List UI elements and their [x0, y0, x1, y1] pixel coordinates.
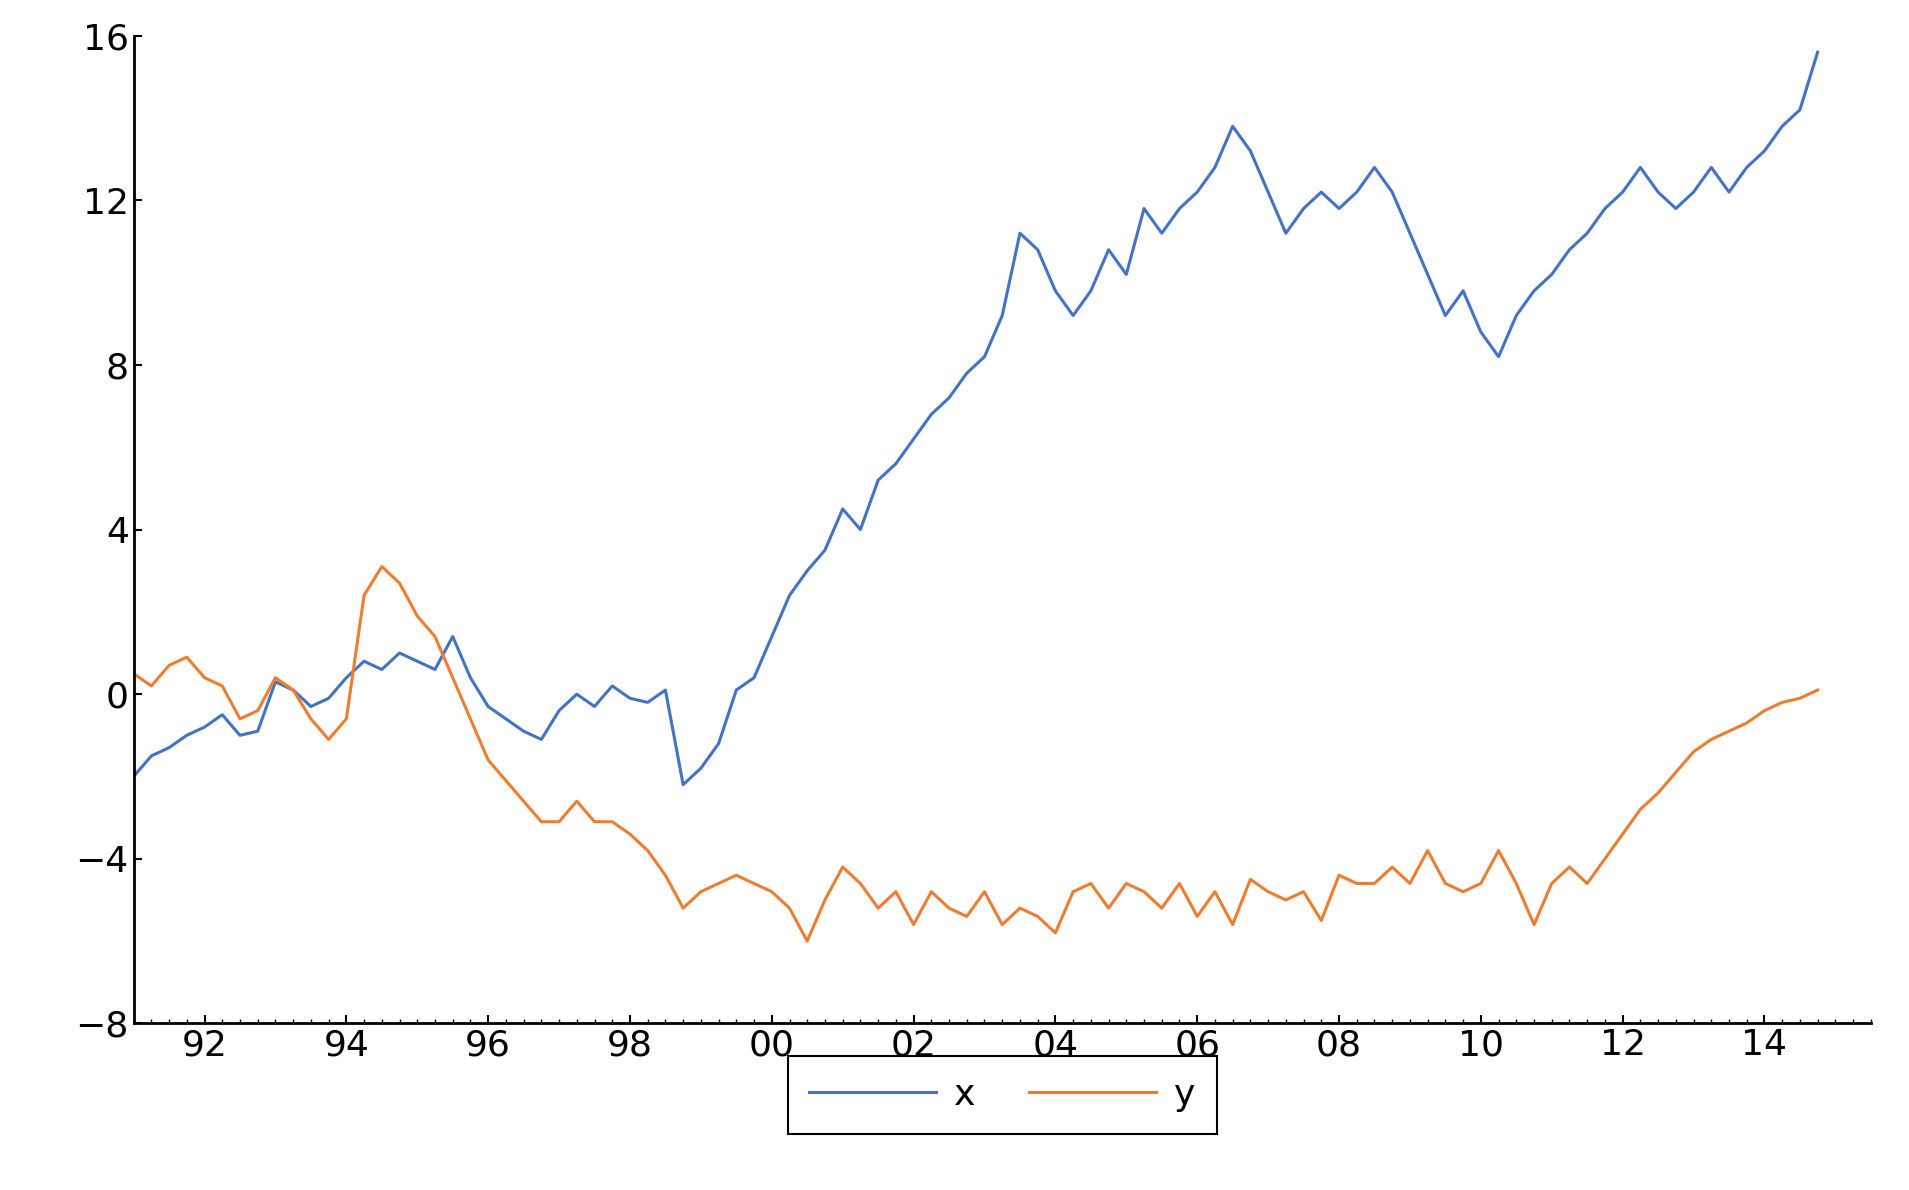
y [884, 884, 907, 898]
Line: x: x [134, 52, 1817, 784]
x [1044, 283, 1067, 298]
y [1699, 732, 1722, 746]
x [991, 308, 1014, 322]
x [601, 678, 624, 693]
x [672, 777, 695, 791]
y [619, 827, 641, 841]
x [1806, 45, 1829, 60]
x [867, 474, 890, 488]
y [1061, 884, 1084, 898]
y [122, 666, 145, 681]
x [353, 654, 376, 669]
Line: y: y [134, 566, 1817, 941]
y [370, 559, 393, 574]
Legend: x, y: x, y [788, 1057, 1216, 1134]
x [122, 770, 145, 784]
y [1806, 683, 1829, 697]
x [1682, 184, 1705, 199]
y [1008, 901, 1031, 915]
y [353, 588, 376, 602]
y [796, 934, 819, 948]
